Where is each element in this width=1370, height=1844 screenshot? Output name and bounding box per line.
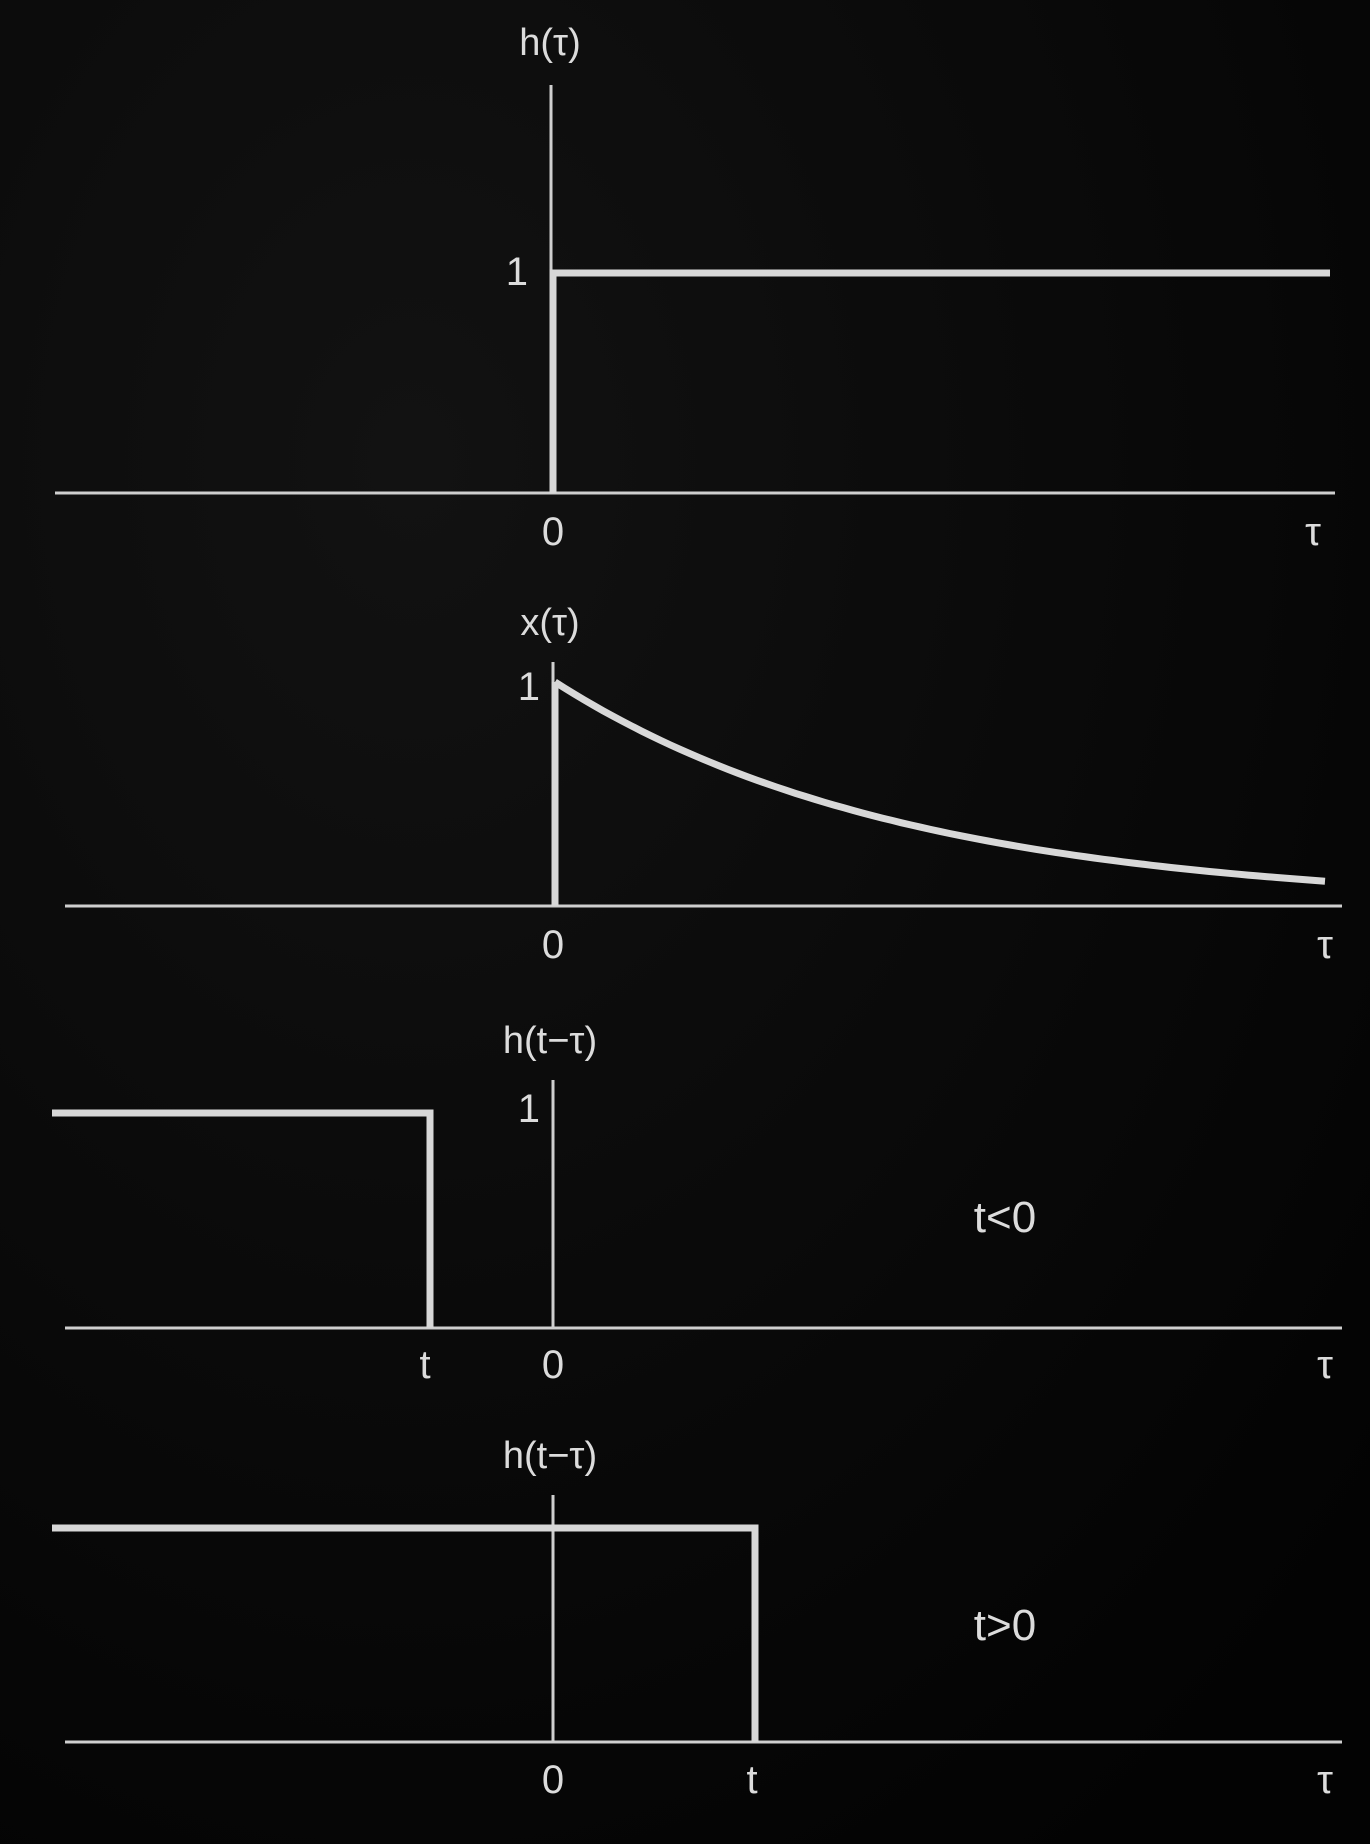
flipped-step-curve xyxy=(52,1109,434,1328)
x-axis-variable: τ xyxy=(1317,1758,1333,1802)
x-axis-variable: τ xyxy=(1317,923,1333,967)
y-tick-one: 1 xyxy=(506,250,528,294)
x-tick-zero: 0 xyxy=(542,1758,564,1802)
x-tick-zero: 0 xyxy=(542,1343,564,1387)
panel-h-t-minus-tau-positive: h(t−τ) 0 t τ t>0 xyxy=(52,1435,1342,1802)
y-tick-one: 1 xyxy=(518,1087,540,1131)
x-tick-zero: 0 xyxy=(542,510,564,554)
x-tick-zero: 0 xyxy=(542,923,564,967)
x-axis-variable: τ xyxy=(1305,510,1321,554)
panel-title: x(τ) xyxy=(520,602,579,644)
panel-title: h(t−τ) xyxy=(503,1435,597,1477)
y-tick-one: 1 xyxy=(518,665,540,709)
condition-label: t>0 xyxy=(974,1601,1036,1650)
condition-label: t<0 xyxy=(974,1193,1036,1242)
panel-x-of-tau: x(τ) 1 0 τ xyxy=(65,602,1342,967)
panel-title: h(τ) xyxy=(519,22,580,64)
panel-h-of-tau: h(τ) 1 0 τ xyxy=(55,22,1335,554)
x-axis-variable: τ xyxy=(1317,1343,1333,1387)
panel-h-t-minus-tau-negative: h(t−τ) 1 t 0 τ t<0 xyxy=(52,1020,1342,1387)
flipped-step-curve xyxy=(52,1524,759,1742)
panel-title: h(t−τ) xyxy=(503,1020,597,1062)
x-tick-t: t xyxy=(746,1758,757,1802)
unit-step-curve xyxy=(549,269,1330,493)
x-tick-t: t xyxy=(419,1343,430,1387)
decaying-exponential-curve xyxy=(553,679,1326,885)
